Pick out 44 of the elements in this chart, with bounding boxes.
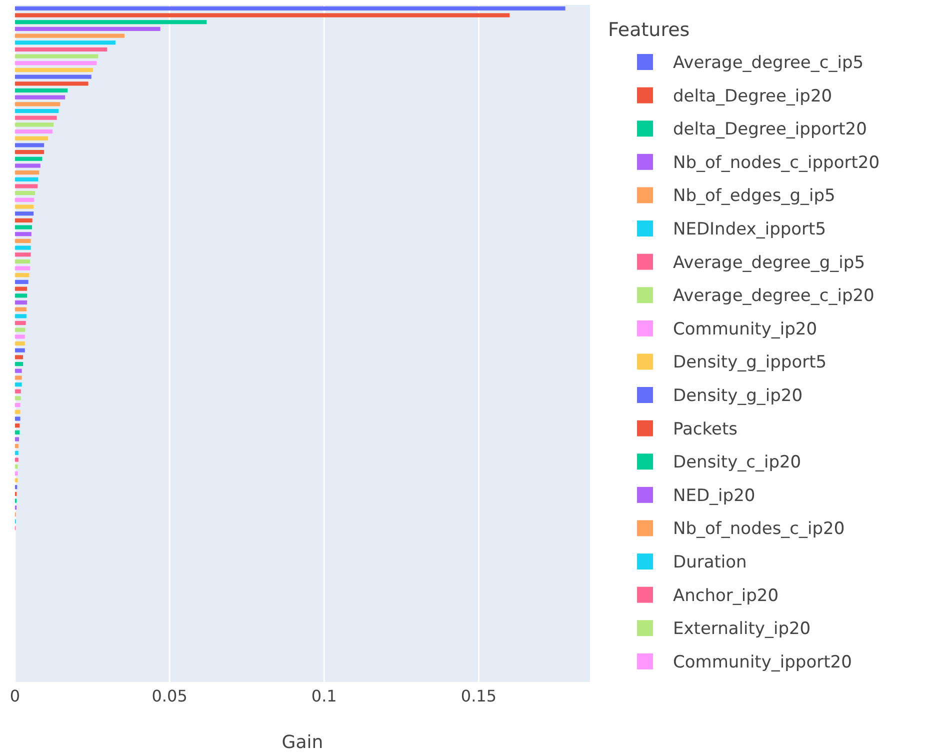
legend-label: NED_ip20: [673, 486, 756, 506]
bar: [15, 47, 108, 52]
legend-label: delta_Degree_ip20: [673, 86, 832, 106]
x-tick-label: 0.15: [460, 686, 497, 706]
bar: [15, 108, 59, 114]
legend-label: Average_degree_c_ip20: [673, 286, 874, 306]
bar: [15, 116, 57, 120]
legend-label: Community_ipport20: [673, 652, 852, 672]
bar: [15, 6, 566, 10]
legend-label: Density_g_ipport5: [673, 352, 827, 373]
legend-label: Density_g_ip20: [673, 386, 803, 406]
bar: [15, 34, 124, 38]
legend-label: Average_degree_g_ip5: [673, 252, 866, 273]
bar: [15, 95, 66, 100]
legend-label: Average_degree_c_ip5: [673, 53, 864, 73]
legend-label: Density_c_ip20: [673, 452, 802, 473]
legend-label: Anchor_ip20: [673, 586, 779, 606]
bar: [15, 88, 68, 93]
legend-label: Externality_ip20: [673, 619, 811, 640]
bar: [15, 122, 54, 127]
legend-label: Duration: [673, 552, 747, 572]
legend-label: Nb_of_nodes_c_ipport20: [673, 152, 880, 173]
legend-label: Nb_of_edges_g_ip5: [673, 186, 836, 206]
bar: [15, 40, 116, 45]
x-tick-label: 0: [10, 686, 20, 706]
bar: [15, 102, 60, 106]
x-tick-label: 0.1: [311, 686, 337, 706]
legend-label: Community_ip20: [673, 319, 818, 340]
bar: [15, 129, 52, 134]
bar: [15, 61, 97, 66]
bar: [15, 82, 88, 86]
bar: [15, 54, 98, 58]
bar: [15, 13, 510, 18]
bar: [15, 26, 160, 31]
x-axis-title: Gain: [282, 732, 324, 753]
legend-label: Packets: [673, 419, 738, 440]
bar: [15, 68, 93, 72]
bar: [15, 20, 207, 24]
x-tick-label: 0.05: [152, 686, 188, 706]
legend-label: Nb_of_nodes_c_ip20: [673, 519, 845, 540]
legend-label: NEDIndex_ipport5: [673, 220, 826, 240]
legend-title: Features: [608, 19, 690, 41]
bar: [15, 74, 92, 79]
legend-label: delta_Degree_ipport20: [673, 120, 867, 140]
